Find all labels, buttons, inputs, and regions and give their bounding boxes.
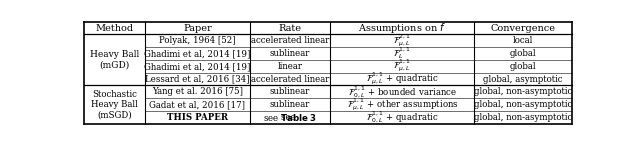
Text: accelerated linear: accelerated linear xyxy=(251,75,330,84)
Text: $\mathcal{F}_{L}^{1,1}$: $\mathcal{F}_{L}^{1,1}$ xyxy=(394,46,412,61)
Text: sublinear: sublinear xyxy=(270,87,310,96)
Text: see: see xyxy=(282,113,299,122)
Text: Ghadimi et al, 2014 [19]: Ghadimi et al, 2014 [19] xyxy=(144,62,251,71)
Text: global, non-asymptotic: global, non-asymptotic xyxy=(474,87,572,96)
Text: Convergence: Convergence xyxy=(491,24,556,33)
Text: global, non-asymptotic: global, non-asymptotic xyxy=(474,113,572,122)
Text: see $\mathbf{Table\ 3}$: see $\mathbf{Table\ 3}$ xyxy=(263,112,317,123)
Text: sublinear: sublinear xyxy=(270,100,310,109)
Text: Lessard et al, 2016 [34]: Lessard et al, 2016 [34] xyxy=(145,75,250,84)
Text: $\mathcal{F}_{\mu,L}^{1,1}$ + other assumptions: $\mathcal{F}_{\mu,L}^{1,1}$ + other assu… xyxy=(346,96,458,113)
Text: global: global xyxy=(510,62,536,71)
Text: global: global xyxy=(510,49,536,58)
Text: $\mathcal{F}_{0,L}^{1,1}$ + quadratic: $\mathcal{F}_{0,L}^{1,1}$ + quadratic xyxy=(366,110,439,125)
Text: Polyak, 1964 [52]: Polyak, 1964 [52] xyxy=(159,36,236,45)
Text: THIS PAPER: THIS PAPER xyxy=(167,113,228,122)
Text: $\mathcal{F}_{\mu,L}^{1,1}$ + quadratic: $\mathcal{F}_{\mu,L}^{1,1}$ + quadratic xyxy=(366,71,439,87)
Text: Heavy Ball
(mGD): Heavy Ball (mGD) xyxy=(90,50,139,70)
Text: global, non-asymptotic: global, non-asymptotic xyxy=(474,100,572,109)
Text: Stochastic
Heavy Ball
(mSGD): Stochastic Heavy Ball (mSGD) xyxy=(91,90,138,120)
Text: Rate: Rate xyxy=(278,24,301,33)
Text: accelerated linear: accelerated linear xyxy=(251,36,330,45)
Text: $\mathcal{F}_{0,L}^{1,1}$ + bounded variance: $\mathcal{F}_{0,L}^{1,1}$ + bounded vari… xyxy=(348,84,457,100)
Text: local: local xyxy=(513,36,533,45)
Text: Assumptions on $f$: Assumptions on $f$ xyxy=(358,21,447,35)
Text: $\mathcal{F}_{\mu,L}^{2,1}$: $\mathcal{F}_{\mu,L}^{2,1}$ xyxy=(394,33,412,49)
Text: Yang et al. 2016 [75]: Yang et al. 2016 [75] xyxy=(152,87,243,96)
Text: global, asymptotic: global, asymptotic xyxy=(483,75,563,84)
Text: $\mathcal{F}_{\mu,L}^{1,1}$: $\mathcal{F}_{\mu,L}^{1,1}$ xyxy=(394,58,412,74)
Text: Method: Method xyxy=(95,24,134,33)
Text: Paper: Paper xyxy=(183,24,212,33)
Text: Ghadimi et al, 2014 [19]: Ghadimi et al, 2014 [19] xyxy=(144,49,251,58)
Text: Gadat et al, 2016 [17]: Gadat et al, 2016 [17] xyxy=(150,100,246,109)
Text: linear: linear xyxy=(278,62,303,71)
Text: sublinear: sublinear xyxy=(270,49,310,58)
